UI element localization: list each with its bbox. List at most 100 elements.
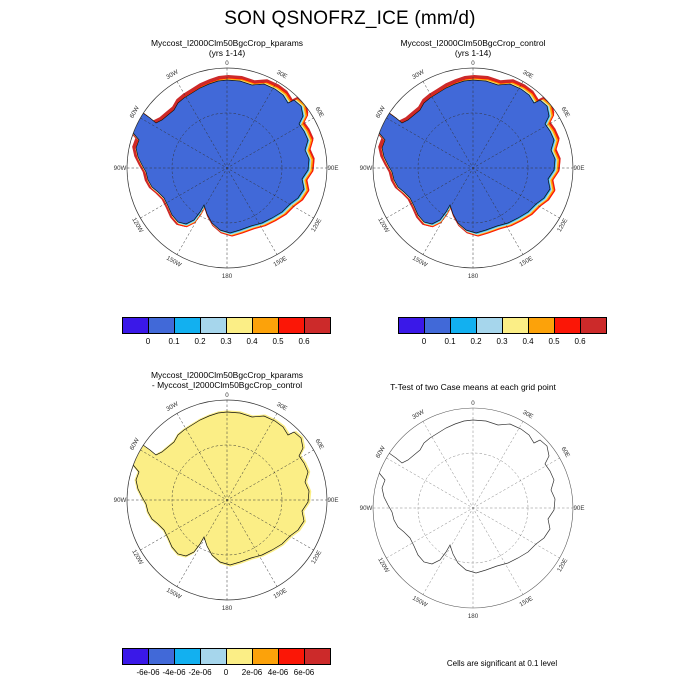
colorbar-top-right: 0 0.1 0.2 0.3 0.4 0.5 0.6: [398, 317, 607, 351]
map-top-left: 0 30E 60E 90E 120E 150E 180 150W 120W 90…: [112, 60, 342, 290]
graticule: [127, 400, 327, 600]
colorbar-tick: 0.5: [548, 337, 560, 346]
colorbar-cell: [226, 317, 253, 334]
lon-label-180: 180: [468, 613, 479, 620]
colorbar-cell: [450, 317, 477, 334]
lon-label-90w: 90W: [114, 497, 127, 504]
map-bottom-left: 0 30E 60E 90E 120E 150E 180 150W 120W 90…: [112, 392, 342, 622]
lon-label-0: 0: [225, 60, 229, 67]
graticule: [127, 68, 327, 268]
polar-map-difference: 0 30E 60E 90E 120E 150E 180 150W 120W 90…: [114, 392, 339, 612]
lon-label-150e: 150E: [518, 595, 534, 608]
colorbar-tick: 0.6: [298, 337, 310, 346]
lon-label-150w: 150W: [411, 595, 429, 609]
colorbar-tick: -4e-06: [162, 668, 186, 677]
lon-label-90e: 90E: [573, 165, 584, 172]
lon-label-60w: 60W: [374, 105, 387, 120]
map-boundary: [372, 67, 574, 269]
lon-label-30e: 30E: [275, 401, 288, 413]
lon-label-150e: 150E: [272, 587, 288, 600]
colorbar-ticks: 0 0.1 0.2 0.3 0.4 0.5 0.6: [398, 337, 606, 351]
colorbar-ticks: -6e-06 -4e-06 -2e-06 0 2e-06 4e-06 6e-06: [122, 668, 330, 682]
lon-label-30w: 30W: [165, 400, 180, 413]
colorbar-strip: [122, 317, 331, 334]
colorbar-cell: [200, 648, 227, 665]
colorbar-cell: [174, 648, 201, 665]
map-top-right: 0 30E 60E 90E 120E 150E 180 150W 120W 90…: [358, 60, 588, 290]
colorbar-cell: [252, 648, 279, 665]
colorbar-cell: [304, 648, 331, 665]
colorbar-tick: 0.2: [194, 337, 206, 346]
panel-bottom-right-title: T-Test of two Case means at each grid po…: [390, 382, 556, 392]
lon-label-60e: 60E: [560, 106, 572, 119]
lon-label-90e: 90E: [327, 497, 338, 504]
panel-top-left-title: Myccost_I2000Clm50BgcCrop_kparams (yrs 1…: [150, 38, 304, 58]
colorbar-cell: [252, 317, 279, 334]
colorbar-tick: 0.3: [496, 337, 508, 346]
colorbar-cell: [304, 317, 331, 334]
colorbar-strip: [398, 317, 607, 334]
colorbar-tick: 4e-06: [267, 668, 289, 677]
colorbar-cell: [424, 317, 451, 334]
lon-label-60w: 60W: [128, 437, 141, 452]
colorbar-cell: [398, 317, 425, 334]
colorbar-cell: [148, 317, 175, 334]
lon-label-30e: 30E: [275, 69, 288, 81]
panel-top-right: Myccost_I2000Clm50BgcCrop_control (yrs 1…: [358, 38, 588, 313]
colorbar-cell: [174, 317, 201, 334]
colorbar-tick: 0.1: [444, 337, 456, 346]
colorbar-tick: 2e-06: [241, 668, 263, 677]
colorbar-tick: 6e-06: [293, 668, 315, 677]
polar-map-kparams: 0 30E 60E 90E 120E 150E 180 150W 120W 90…: [114, 60, 339, 280]
polar-map-ttest: 0 30E 60E 90E 120E 150E 180 150W 120W 90…: [360, 400, 585, 620]
colorbar-tick: 0: [145, 337, 151, 346]
colorbar-difference: -6e-06 -4e-06 -2e-06 0 2e-06 4e-06 6e-06: [122, 648, 331, 682]
panel-top-right-title: Myccost_I2000Clm50BgcCrop_control (yrs 1…: [400, 38, 546, 58]
colorbar-tick: 0.2: [470, 337, 482, 346]
colorbar-tick: -2e-06: [188, 668, 212, 677]
colorbar-cell: [226, 648, 253, 665]
lon-label-60e: 60E: [314, 438, 326, 451]
lon-label-180: 180: [222, 605, 233, 612]
lon-label-0: 0: [471, 60, 475, 67]
lon-label-150w: 150W: [411, 255, 429, 269]
colorbar-cell: [278, 317, 305, 334]
colorbar-tick: 0: [421, 337, 427, 346]
lon-label-30e: 30E: [521, 409, 534, 421]
colorbar-tick: -6e-06: [136, 668, 160, 677]
polar-map-control: 0 30E 60E 90E 120E 150E 180 150W 120W 90…: [360, 60, 585, 280]
panel-top-left: Myccost_I2000Clm50BgcCrop_kparams (yrs 1…: [112, 38, 342, 313]
lon-label-150w: 150W: [165, 255, 183, 269]
lon-label-180: 180: [222, 273, 233, 280]
graticule: [373, 68, 573, 268]
colorbar-tick: 0: [223, 668, 229, 677]
colorbar-top-left: 0 0.1 0.2 0.3 0.4 0.5 0.6: [122, 317, 331, 351]
panel-bottom-left-title: Myccost_I2000Clm50BgcCrop_kparams - Mycc…: [150, 370, 304, 390]
lon-label-0: 0: [471, 400, 475, 407]
colorbar-strip: [122, 648, 331, 665]
colorbar-cell: [122, 648, 149, 665]
lon-label-60e: 60E: [560, 446, 572, 459]
figure-title: SON QSNOFRZ_ICE (mm/d): [224, 8, 476, 29]
lon-label-150w: 150W: [165, 587, 183, 601]
lon-label-60w: 60W: [128, 105, 141, 120]
lon-label-60e: 60E: [314, 106, 326, 119]
map-bottom-right: 0 30E 60E 90E 120E 150E 180 150W 120W 90…: [358, 400, 588, 630]
map-boundary: [126, 399, 328, 601]
lon-label-30e: 30E: [521, 69, 534, 81]
lon-label-90w: 90W: [360, 505, 373, 512]
colorbar-cell: [476, 317, 503, 334]
colorbar-cell: [148, 648, 175, 665]
graticule: [373, 408, 573, 608]
colorbar-cell: [122, 317, 149, 334]
ttest-significance-note: Cells are significant at 0.1 level: [446, 659, 558, 668]
colorbar-cell: [528, 317, 555, 334]
lon-label-30w: 30W: [411, 408, 426, 421]
lon-label-90e: 90E: [573, 505, 584, 512]
panel-bottom-left: Myccost_I2000Clm50BgcCrop_kparams - Mycc…: [112, 370, 342, 645]
colorbar-cell: [200, 317, 227, 334]
colorbar-tick: 0.6: [574, 337, 586, 346]
colorbar-tick: 0.5: [272, 337, 284, 346]
lon-label-30w: 30W: [411, 68, 426, 81]
